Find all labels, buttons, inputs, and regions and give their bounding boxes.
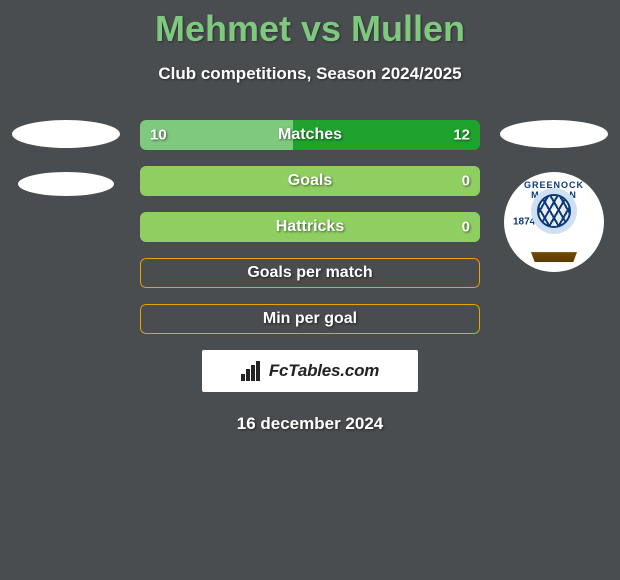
bar-chart-icon	[241, 361, 263, 381]
left-player-column	[6, 120, 126, 220]
bar-value-right: 12	[453, 127, 470, 144]
stat-bar: 0 Goals	[140, 166, 480, 196]
stat-bar: 0 Hattricks	[140, 212, 480, 242]
football-icon	[537, 194, 571, 228]
comparison-infographic: Mehmet vs Mullen Club competitions, Seas…	[0, 0, 620, 580]
right-player-badge-1	[500, 120, 608, 148]
page-subtitle: Club competitions, Season 2024/2025	[0, 64, 620, 84]
bar-label: Hattricks	[276, 218, 344, 236]
ship-icon	[531, 240, 577, 262]
bar-value-right: 0	[462, 219, 470, 236]
bar-label: Min per goal	[263, 310, 357, 328]
club-crest-morton: GREENOCK MORTON 1874	[504, 172, 604, 272]
crest-year: 1874	[513, 217, 535, 228]
bar-label: Goals per match	[247, 264, 372, 282]
stat-bar: 10 12 Matches	[140, 120, 480, 150]
bar-value-right: 0	[462, 173, 470, 190]
stats-area: GREENOCK MORTON 1874 10 12 Matches 0 Goals 0 H…	[0, 120, 620, 434]
bar-value-left: 10	[150, 127, 167, 144]
brand-text: FcTables.com	[269, 361, 379, 381]
stat-bars: 10 12 Matches 0 Goals 0 Hattricks Goals per mat…	[140, 120, 480, 334]
bar-label: Matches	[278, 126, 342, 144]
stat-bar: Min per goal	[140, 304, 480, 334]
generation-date: 16 december 2024	[0, 414, 620, 434]
stat-bar: Goals per match	[140, 258, 480, 288]
brand-strip[interactable]: FcTables.com	[202, 350, 418, 392]
bar-label: Goals	[288, 172, 332, 190]
right-player-column: GREENOCK MORTON 1874	[494, 120, 614, 272]
left-player-badge-2	[18, 172, 114, 196]
page-title: Mehmet vs Mullen	[0, 0, 620, 50]
left-player-badge-1	[12, 120, 120, 148]
